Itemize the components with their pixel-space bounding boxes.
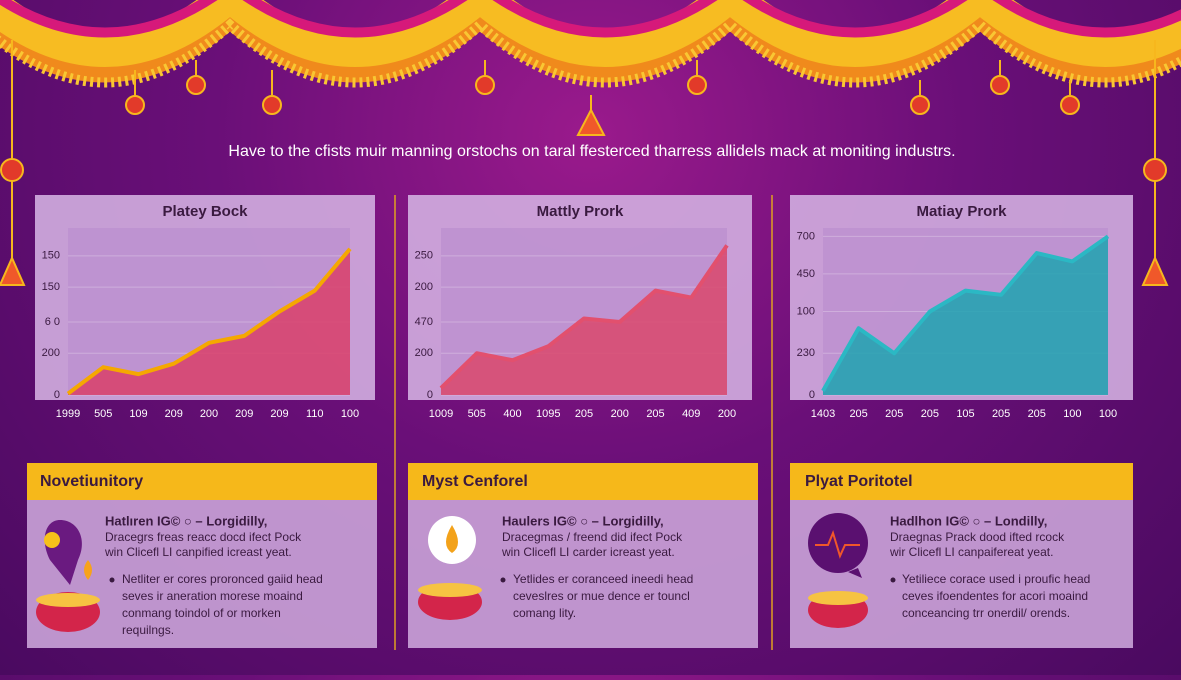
card-bullet: seves ir aneration morese moaind	[122, 589, 303, 603]
x-tick-label: 205	[921, 408, 939, 420]
chart-title: Mattly Prork	[537, 203, 624, 220]
y-tick-label: 450	[797, 268, 815, 280]
y-tick-label: 0	[54, 389, 60, 401]
garland	[0, 0, 1181, 88]
y-tick-label: 0	[427, 389, 433, 401]
charts: Platey Bock 0 200 6 0 150 150 1999 505 109 209 200…	[35, 195, 1133, 420]
y-tick-label: 6 0	[45, 316, 60, 328]
x-tick-label: 100	[1063, 408, 1081, 420]
card-title: Novetiunitory	[40, 473, 143, 490]
y-tick-label: 0	[809, 389, 815, 401]
card-line: win Clicefl LI canpified icreast yeat.	[104, 545, 292, 559]
x-tick-label: 110	[306, 408, 324, 420]
y-tick-label: 470	[415, 316, 433, 328]
x-tick-label: 100	[1099, 408, 1117, 420]
y-tick-label: 230	[797, 347, 815, 359]
x-tick-label: 205	[575, 408, 593, 420]
card-line: Dracegrs freas reacc docd ifect Pock	[105, 530, 302, 544]
x-tick-label: 205	[1028, 408, 1046, 420]
card-line: wir Clicefl LI canpaifereat yeat.	[889, 545, 1053, 559]
y-tick-label: 250	[415, 250, 433, 262]
y-tick-label: 200	[415, 347, 433, 359]
card-bullet: Netliter er cores proronced gaiid head	[122, 572, 323, 586]
card-bullet: comang lity.	[513, 606, 576, 620]
y-tick-label: 200	[415, 281, 433, 293]
chart: Matiay Prork 0 230 100 450 700 1403 205 205 205 10…	[790, 195, 1133, 420]
y-tick-label: 100	[797, 305, 815, 317]
x-tick-label: 1999	[56, 408, 80, 420]
card-title: Myst Cenforel	[422, 473, 528, 490]
lanterns	[0, 40, 1169, 286]
x-tick-label: 200	[718, 408, 736, 420]
chart-title: Platey Bock	[162, 203, 248, 220]
area	[68, 248, 350, 395]
x-tick-label: 505	[94, 408, 112, 420]
chart: Platey Bock 0 200 6 0 150 150 1999 505 109 209 200…	[35, 195, 375, 420]
card-heading: Hatlıren IG© ○ – Lorgidilly,	[105, 513, 267, 528]
card: Plyat Poritotel Hadlhon IG© ○ – Londilly…	[790, 463, 1133, 648]
x-tick-label: 100	[341, 408, 359, 420]
card-bullet: conceancing trr onerdil/ orends.	[902, 606, 1070, 620]
chart-title: Matiay Prork	[916, 203, 1007, 220]
card-heading: Hadlhon IG© ○ – Londilly,	[890, 513, 1047, 528]
card-bullet: requilngs.	[122, 623, 174, 637]
x-tick-label: 200	[611, 408, 629, 420]
chart: Mattly Prork 0 200 470 200 250 1009 505 400 1095 2…	[408, 195, 752, 420]
card-line: Draegnas Prack dood ifted rcock	[890, 530, 1065, 544]
card-line: Dracegmas / freend did ifect Pock	[502, 530, 683, 544]
y-tick-label: 150	[42, 250, 60, 262]
card: Novetiunitory Hatlıren IG© ○ – Lorgidill…	[27, 463, 377, 648]
card-heading: Haulers IG© ○ – Lorgidilly,	[502, 513, 664, 528]
y-tick-label: 700	[797, 230, 815, 242]
x-tick-label: 105	[956, 408, 974, 420]
card-bullet: Yetlides er coranceed ineedi head	[513, 572, 693, 586]
x-tick-label: 409	[682, 408, 700, 420]
card-bullet: ceves ifoendentes for acori moaind	[902, 589, 1088, 603]
x-tick-label: 205	[885, 408, 903, 420]
x-tick-label: 1095	[536, 408, 560, 420]
card: Myst Cenforel Haulers IG© ○ – Lorgidilly…	[408, 463, 758, 648]
card-title: Plyat Poritotel	[805, 473, 913, 490]
subtitle: Have to the cfists muir manning orstochs…	[228, 143, 955, 160]
x-tick-label: 1009	[429, 408, 453, 420]
x-tick-label: 109	[129, 408, 147, 420]
card-line: win Clicefl LI carder icreast yeat.	[501, 545, 675, 559]
card-bullet: Yetiliece corace used i proufic head	[902, 572, 1090, 586]
x-tick-label: 400	[503, 408, 521, 420]
x-tick-label: 209	[235, 408, 253, 420]
area	[823, 236, 1108, 395]
card-bullet: ceveslres or mue dence er touncl	[513, 589, 690, 603]
x-tick-label: 205	[992, 408, 1010, 420]
x-tick-label: 200	[200, 408, 218, 420]
x-tick-label: 505	[468, 408, 486, 420]
x-tick-label: 209	[165, 408, 183, 420]
line	[821, 234, 1110, 392]
y-tick-label: 200	[42, 347, 60, 359]
y-tick-label: 150	[42, 281, 60, 293]
x-tick-label: 205	[849, 408, 867, 420]
card-bullet: conmang toindol of or morken	[122, 606, 281, 620]
x-tick-label: 209	[270, 408, 288, 420]
line	[66, 247, 352, 396]
x-tick-label: 205	[646, 408, 664, 420]
x-tick-label: 1403	[811, 408, 835, 420]
line	[439, 244, 729, 390]
